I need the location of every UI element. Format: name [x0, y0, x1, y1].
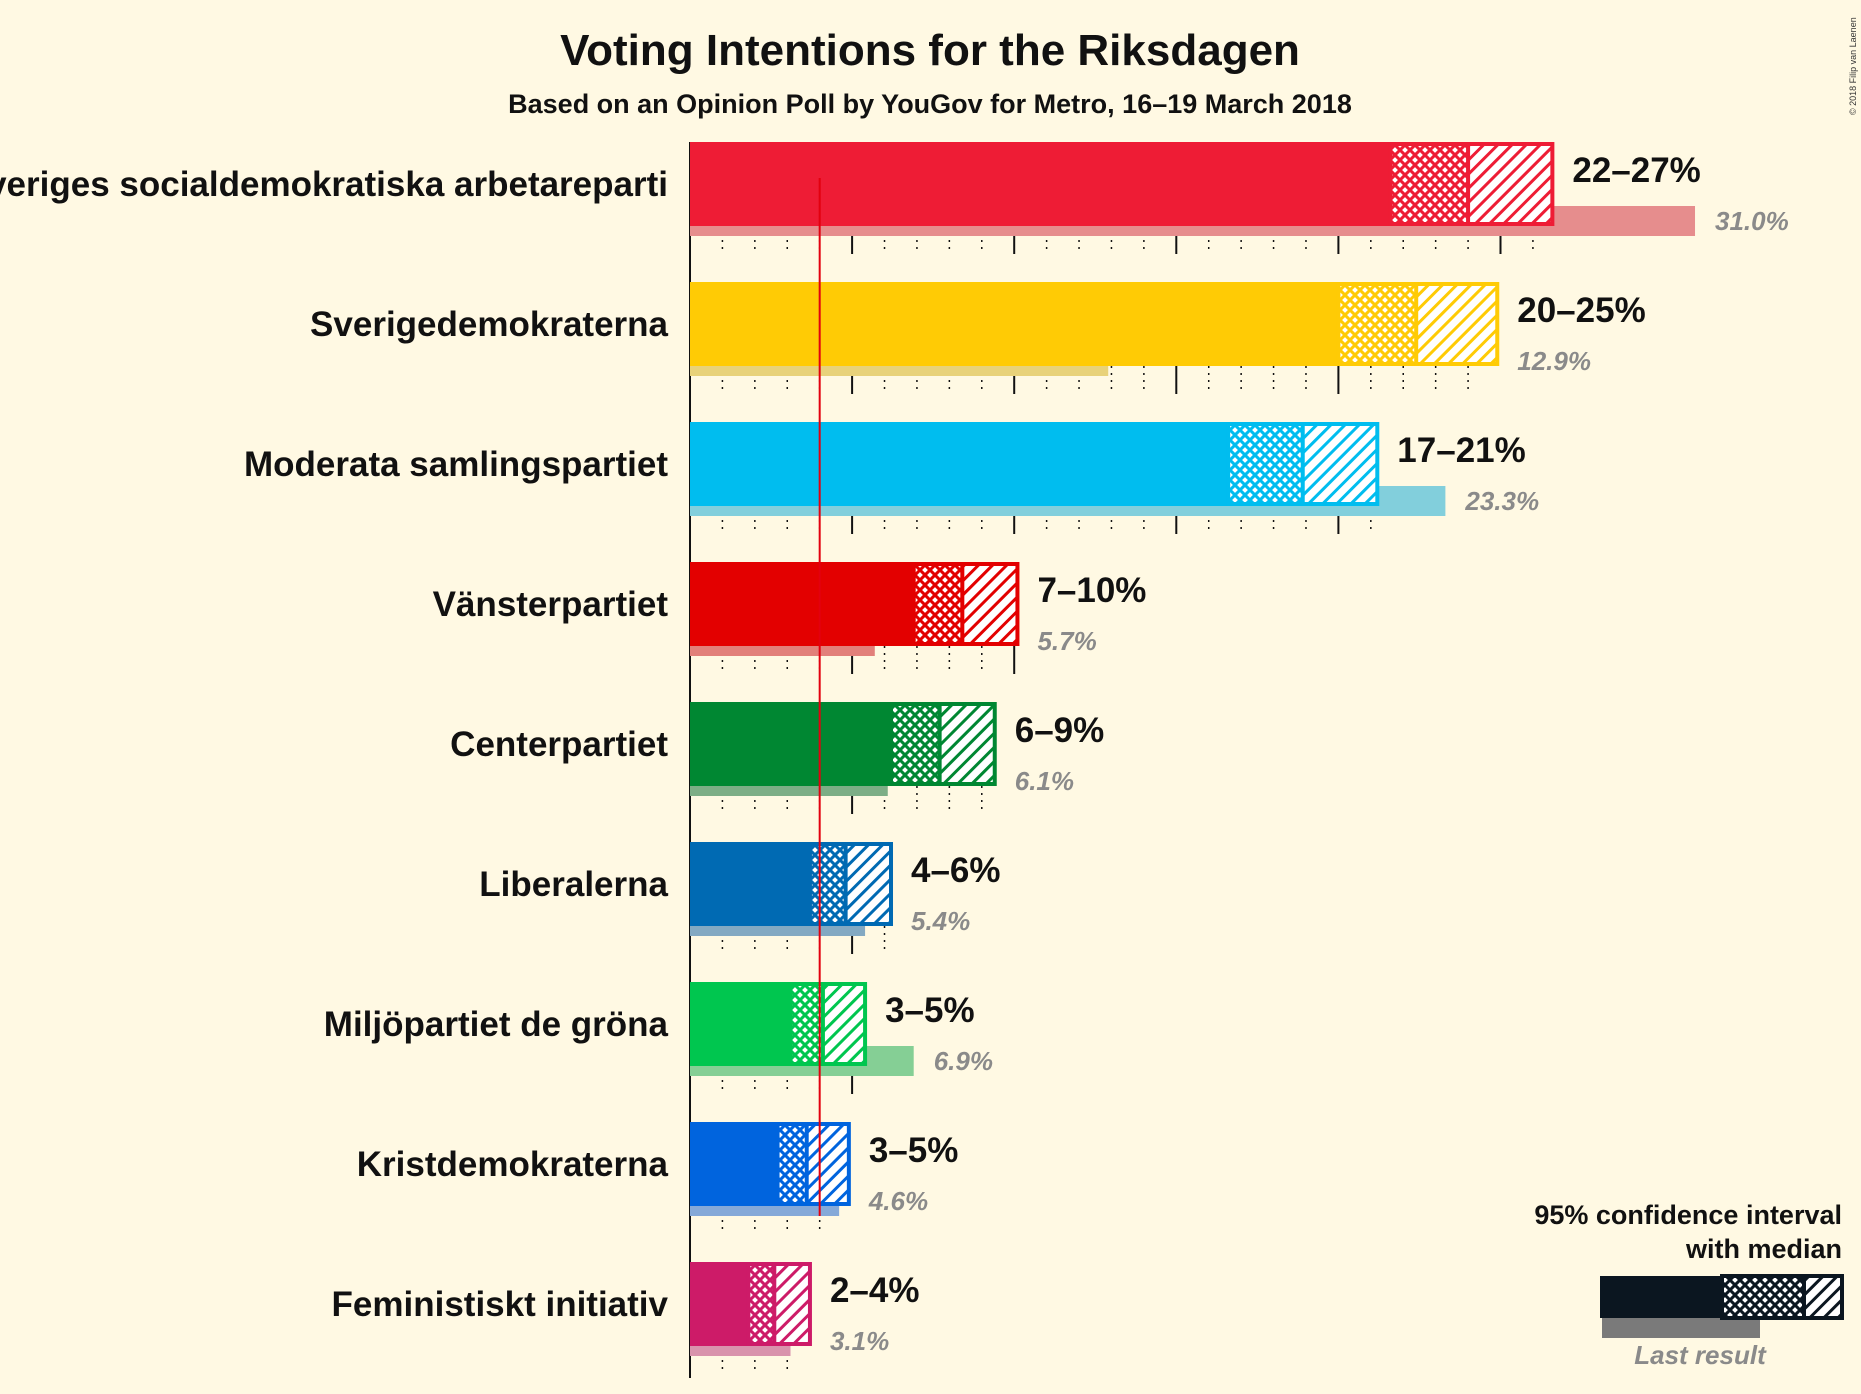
range-label: 6–9%: [1015, 711, 1105, 750]
last-result-label: 6.1%: [1015, 766, 1074, 796]
ci-upper-half: [774, 1262, 810, 1346]
ci-upper-half: [1302, 422, 1378, 506]
party-label: Kristdemokraterna: [357, 1145, 669, 1184]
party-row: Centerpartiet 6–9% 6.1%: [450, 702, 1104, 796]
last-result-label: 3.1%: [830, 1326, 889, 1356]
range-label: 3–5%: [869, 1131, 959, 1170]
ci-solid-bar: [690, 702, 892, 786]
party-row: Feministiskt initiativ 2–4% 3.1%: [332, 1262, 920, 1356]
party-row: Sveriges socialdemokratiska arbetarepart…: [0, 142, 1789, 236]
ci-lower-half: [913, 562, 963, 646]
ci-upper-half: [939, 702, 995, 786]
legend-last-result-label: Last result: [1634, 1340, 1767, 1370]
ci-lower-half: [790, 982, 823, 1066]
legend-line-2: with median: [1685, 1234, 1842, 1264]
ci-lower-half: [748, 1262, 775, 1346]
party-label: Feministiskt initiativ: [332, 1285, 669, 1324]
ci-lower-half: [809, 842, 846, 926]
party-label: Vänsterpartiet: [433, 585, 669, 624]
ci-solid-bar: [690, 982, 791, 1066]
last-result-label: 6.9%: [934, 1046, 993, 1076]
legend-solid-bar: [1600, 1276, 1722, 1318]
party-row: Sverigedemokraterna 20–25% 12.9%: [310, 282, 1646, 376]
ci-solid-bar: [690, 562, 914, 646]
ci-upper-half: [806, 1122, 849, 1206]
ci-upper-half: [962, 562, 1018, 646]
range-label: 3–5%: [885, 991, 975, 1030]
legend-outline: [1720, 1274, 1844, 1320]
party-label: Liberalerna: [479, 865, 668, 904]
range-label: 2–4%: [830, 1271, 920, 1310]
last-result-label: 23.3%: [1464, 486, 1539, 516]
bars: Sveriges socialdemokratiska arbetarepart…: [0, 142, 1789, 1356]
party-row: Moderata samlingspartiet 17–21% 23.3%: [244, 422, 1539, 516]
range-label: 22–27%: [1572, 151, 1700, 190]
party-label: Centerpartiet: [450, 725, 668, 764]
ci-upper-half: [1416, 282, 1498, 366]
ci-outline: [788, 982, 868, 1066]
ci-lower-half: [1338, 282, 1417, 366]
party-row: Vänsterpartiet 7–10% 5.7%: [433, 562, 1146, 656]
ci-solid-bar: [690, 142, 1391, 226]
ci-solid-bar: [690, 282, 1339, 366]
ci-solid-bar: [690, 842, 810, 926]
legend-crosshatch-bar: [1722, 1276, 1804, 1318]
party-row: Liberalerna 4–6% 5.4%: [479, 842, 1001, 936]
chart-subtitle: Based on an Opinion Poll by YouGov for M…: [508, 89, 1352, 119]
ci-upper-half: [1468, 142, 1553, 226]
party-row: Kristdemokraterna 3–5% 4.6%: [357, 1122, 959, 1216]
party-row: Miljöpartiet de gröna 3–5% 6.9%: [324, 982, 993, 1076]
legend-diagonal-bar: [1804, 1276, 1842, 1318]
range-label: 4–6%: [911, 851, 1001, 890]
ci-outline: [746, 1262, 812, 1346]
chart-title: Voting Intentions for the Riksdagen: [560, 26, 1300, 75]
party-label: Miljöpartiet de gröna: [324, 1005, 669, 1044]
ci-lower-half: [777, 1122, 807, 1206]
last-result-label: 5.4%: [911, 906, 970, 936]
party-label: Sverigedemokraterna: [310, 305, 668, 344]
ci-outline: [1388, 142, 1555, 226]
ci-solid-bar: [690, 1262, 749, 1346]
range-label: 17–21%: [1397, 431, 1525, 470]
ci-upper-half: [822, 982, 866, 1066]
ci-upper-half: [845, 842, 892, 926]
party-label: Sveriges socialdemokratiska arbetarepart…: [0, 165, 668, 204]
ci-outline: [775, 1122, 851, 1206]
last-result-label: 31.0%: [1715, 206, 1789, 236]
party-label: Moderata samlingspartiet: [244, 445, 668, 484]
ci-lower-half: [1390, 142, 1469, 226]
ci-solid-bar: [690, 422, 1229, 506]
range-label: 7–10%: [1037, 571, 1146, 610]
ci-lower-half: [1228, 422, 1303, 506]
ci-solid-bar: [690, 1122, 778, 1206]
ci-outline: [911, 562, 1020, 646]
last-result-label: 4.6%: [868, 1186, 928, 1216]
legend: 95% confidence interval with median Last…: [1534, 1200, 1844, 1370]
ci-outline: [889, 702, 997, 786]
range-label: 20–25%: [1517, 291, 1645, 330]
ci-lower-half: [891, 702, 940, 786]
legend-line-1: 95% confidence interval: [1534, 1200, 1842, 1230]
last-result-label: 12.9%: [1517, 346, 1591, 376]
last-result-label: 5.7%: [1037, 626, 1096, 656]
ci-outline: [807, 842, 894, 926]
copyright: © 2018 Filip van Laenen: [1848, 17, 1858, 115]
